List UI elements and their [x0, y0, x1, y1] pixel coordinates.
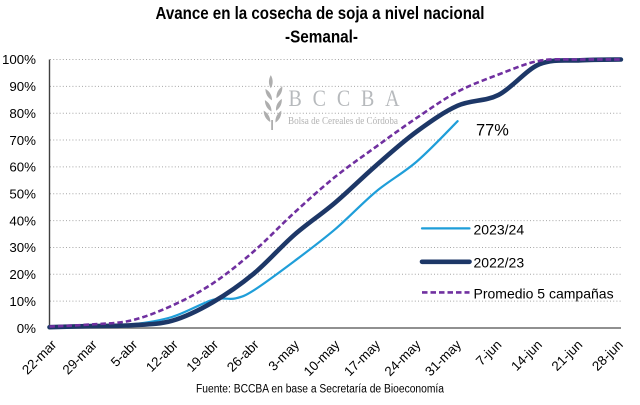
- svg-text:24-may: 24-may: [382, 337, 424, 379]
- svg-text:2023/24: 2023/24: [474, 221, 525, 237]
- svg-text:60%: 60%: [9, 160, 36, 175]
- svg-text:3-may: 3-may: [265, 337, 302, 374]
- svg-text:22-mar: 22-mar: [19, 337, 60, 378]
- svg-text:31-may: 31-may: [422, 337, 464, 379]
- svg-text:5-abr: 5-abr: [108, 337, 141, 370]
- svg-text:90%: 90%: [9, 79, 36, 94]
- svg-text:26-abr: 26-abr: [224, 337, 262, 375]
- svg-text:Promedio 5 campañas: Promedio 5 campañas: [474, 286, 614, 302]
- svg-text:14-jun: 14-jun: [508, 337, 545, 374]
- svg-text:Avance en la cosecha de soja a: Avance en la cosecha de soja a nivel nac…: [156, 3, 485, 23]
- svg-text:10%: 10%: [9, 294, 36, 309]
- svg-text:50%: 50%: [9, 187, 36, 202]
- svg-text:100%: 100%: [2, 52, 36, 67]
- svg-text:30%: 30%: [9, 240, 36, 255]
- svg-text:21-jun: 21-jun: [549, 337, 586, 374]
- svg-text:7-jun: 7-jun: [473, 337, 505, 369]
- svg-text:19-abr: 19-abr: [183, 337, 221, 375]
- svg-text:29-mar: 29-mar: [60, 337, 101, 378]
- svg-text:BCCBA: BCCBA: [289, 86, 411, 112]
- svg-text:70%: 70%: [9, 133, 36, 148]
- svg-text:77%: 77%: [476, 122, 509, 140]
- svg-text:2022/23: 2022/23: [474, 255, 525, 271]
- svg-text:80%: 80%: [9, 106, 36, 121]
- svg-text:Fuente: BCCBA en base a Secret: Fuente: BCCBA en base a Secretaría de Bi…: [196, 384, 445, 396]
- svg-text:0%: 0%: [17, 321, 36, 336]
- svg-text:12-abr: 12-abr: [143, 337, 181, 375]
- svg-text:10-may: 10-may: [301, 337, 343, 379]
- svg-text:28-jun: 28-jun: [589, 337, 626, 374]
- svg-text:Bolsa de Cereales de Córdoba: Bolsa de Cereales de Córdoba: [288, 116, 399, 127]
- svg-text:40%: 40%: [9, 213, 36, 228]
- svg-text:20%: 20%: [9, 267, 36, 282]
- svg-text:17-may: 17-may: [341, 337, 383, 379]
- svg-text:-Semanal-: -Semanal-: [285, 27, 358, 47]
